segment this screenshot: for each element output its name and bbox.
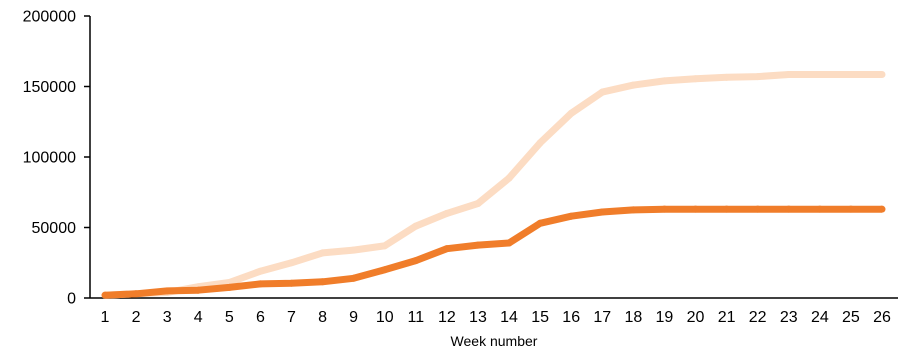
series-2-point <box>319 278 327 286</box>
series-line-2 <box>104 205 882 299</box>
series-2-point <box>381 266 389 274</box>
series-2-point <box>132 290 140 298</box>
series-1-point <box>629 81 637 89</box>
y-tick-label: 100000 <box>23 150 76 167</box>
series-2-point <box>287 279 295 287</box>
x-tick-label: 8 <box>318 309 327 326</box>
series-1-point <box>319 249 327 257</box>
series-2-point <box>598 208 606 216</box>
series-1-point <box>256 267 264 275</box>
x-tick-label: 6 <box>256 309 265 326</box>
series-1-point <box>505 174 513 182</box>
x-tick-label: 23 <box>780 309 798 326</box>
series-2-point <box>256 280 264 288</box>
series-2-point <box>412 257 420 265</box>
series-1-point <box>785 71 793 79</box>
y-tick-label: 200000 <box>23 9 76 26</box>
series-1-point <box>350 246 358 254</box>
series-2-point <box>816 205 824 213</box>
x-tick-label: 18 <box>624 309 642 326</box>
x-tick-label: 15 <box>531 309 549 326</box>
x-tick-label: 21 <box>718 309 736 326</box>
series-1-point <box>287 259 295 267</box>
x-tick-label: 16 <box>562 309 580 326</box>
x-tick-label: 14 <box>500 309 518 326</box>
x-tick-label: 17 <box>593 309 611 326</box>
series-1-point <box>598 88 606 96</box>
x-tick-label: 13 <box>469 309 487 326</box>
y-tick-label: 50000 <box>32 220 77 237</box>
series-1-point <box>692 75 700 83</box>
series-1-point <box>660 77 668 85</box>
series-2-point <box>785 205 793 213</box>
series-2-point <box>692 205 700 213</box>
series-2-point <box>847 205 855 213</box>
series-1-point <box>847 71 855 79</box>
series-2-point <box>194 286 202 294</box>
series-1-point <box>754 73 762 81</box>
x-tick-label: 11 <box>407 309 424 326</box>
series-1-point <box>723 73 731 81</box>
x-tick-label: 19 <box>656 309 674 326</box>
series-2-point <box>505 239 513 247</box>
series-lines <box>101 71 886 299</box>
x-axis: 1 2 3 4 5 6 7 8 9 10 11 12 13 14 15 16 17 18 19 20 21 22 23 24 2… <box>90 297 898 326</box>
x-tick-label: 26 <box>873 309 891 326</box>
series-2-point <box>629 206 637 214</box>
series-2-point <box>536 219 544 227</box>
series-2-point <box>723 205 731 213</box>
series-2-point <box>443 245 451 253</box>
x-tick-label: 25 <box>842 309 860 326</box>
x-tick-label: 2 <box>132 309 141 326</box>
series-1-point <box>412 222 420 230</box>
y-axis: 0 50000 100000 150000 200000 <box>23 9 91 308</box>
x-tick-label: 12 <box>438 309 456 326</box>
series-2-point <box>567 212 575 220</box>
x-tick-label: 24 <box>811 309 829 326</box>
x-tick-label: 7 <box>287 309 296 326</box>
series-1-point <box>567 109 575 117</box>
series-1-point <box>878 71 886 79</box>
series-2-point <box>101 291 109 299</box>
x-tick-label: 5 <box>225 309 234 326</box>
series-1-point <box>474 200 482 208</box>
series-1-point <box>443 209 451 217</box>
series-1-point <box>381 242 389 250</box>
y-tick-label: 0 <box>67 291 76 308</box>
series-1-point <box>536 139 544 147</box>
x-tick-label: 3 <box>163 309 172 326</box>
series-2-point <box>350 274 358 282</box>
series-1-point <box>816 71 824 79</box>
series-2-point <box>163 287 171 295</box>
series-2-point <box>660 205 668 213</box>
series-2-point <box>474 241 482 249</box>
series-2-point <box>754 205 762 213</box>
series-line-1 <box>104 71 882 299</box>
x-tick-label: 1 <box>101 309 110 326</box>
series-2-point <box>225 283 233 291</box>
series-2-point <box>878 205 886 213</box>
x-tick-label: 10 <box>376 309 394 326</box>
x-tick-label: 9 <box>349 309 358 326</box>
x-tick-label: 20 <box>687 309 705 326</box>
x-tick-label: 4 <box>194 309 203 326</box>
x-tick-label: 22 <box>749 309 767 326</box>
y-tick-label: 150000 <box>23 79 76 96</box>
x-axis-label: Week number <box>451 333 538 349</box>
